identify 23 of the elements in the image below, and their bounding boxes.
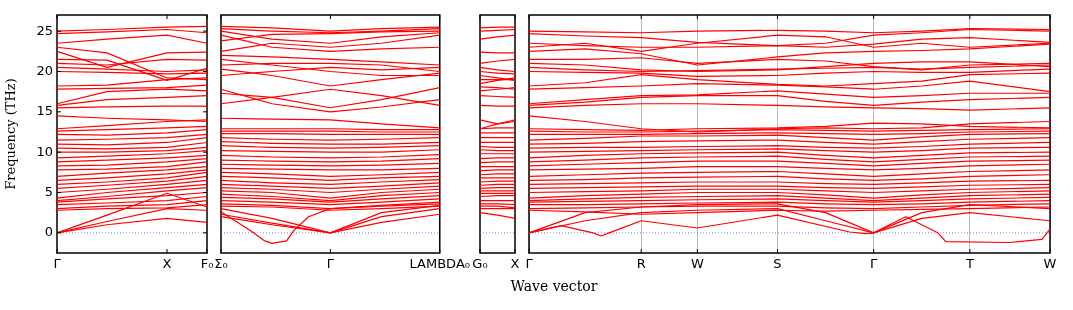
- y-axis-title: Frequency (THz): [3, 78, 19, 190]
- y-tick-label: 25: [36, 22, 53, 38]
- y-tick-label: 20: [36, 62, 53, 78]
- x-tick-label: S: [773, 256, 782, 272]
- x-tick-label: X: [510, 256, 520, 272]
- x-tick-label: LAMBDA₀: [409, 256, 471, 272]
- y-tick-label: 10: [36, 143, 53, 159]
- x-tick-label: W: [690, 256, 704, 272]
- x-tick-label: Γ: [326, 256, 335, 272]
- y-tick-label: 15: [36, 103, 53, 119]
- x-tick-label: F₀: [200, 256, 214, 272]
- x-tick-label: Γ: [525, 256, 534, 272]
- x-tick-label: W: [1043, 256, 1057, 272]
- x-axis-title: Wave vector: [509, 278, 599, 294]
- x-tick-label: G₀: [472, 256, 488, 272]
- x-tick-label: T: [964, 256, 974, 272]
- y-tick-label: 5: [44, 183, 53, 199]
- x-tick-label: Γ: [870, 256, 879, 272]
- x-tick-label: Σ₀: [214, 256, 228, 272]
- x-tick-label: R: [636, 256, 646, 272]
- x-tick-label: Γ: [53, 256, 62, 272]
- x-tick-label: X: [162, 256, 172, 272]
- y-tick-label: 0: [44, 224, 53, 240]
